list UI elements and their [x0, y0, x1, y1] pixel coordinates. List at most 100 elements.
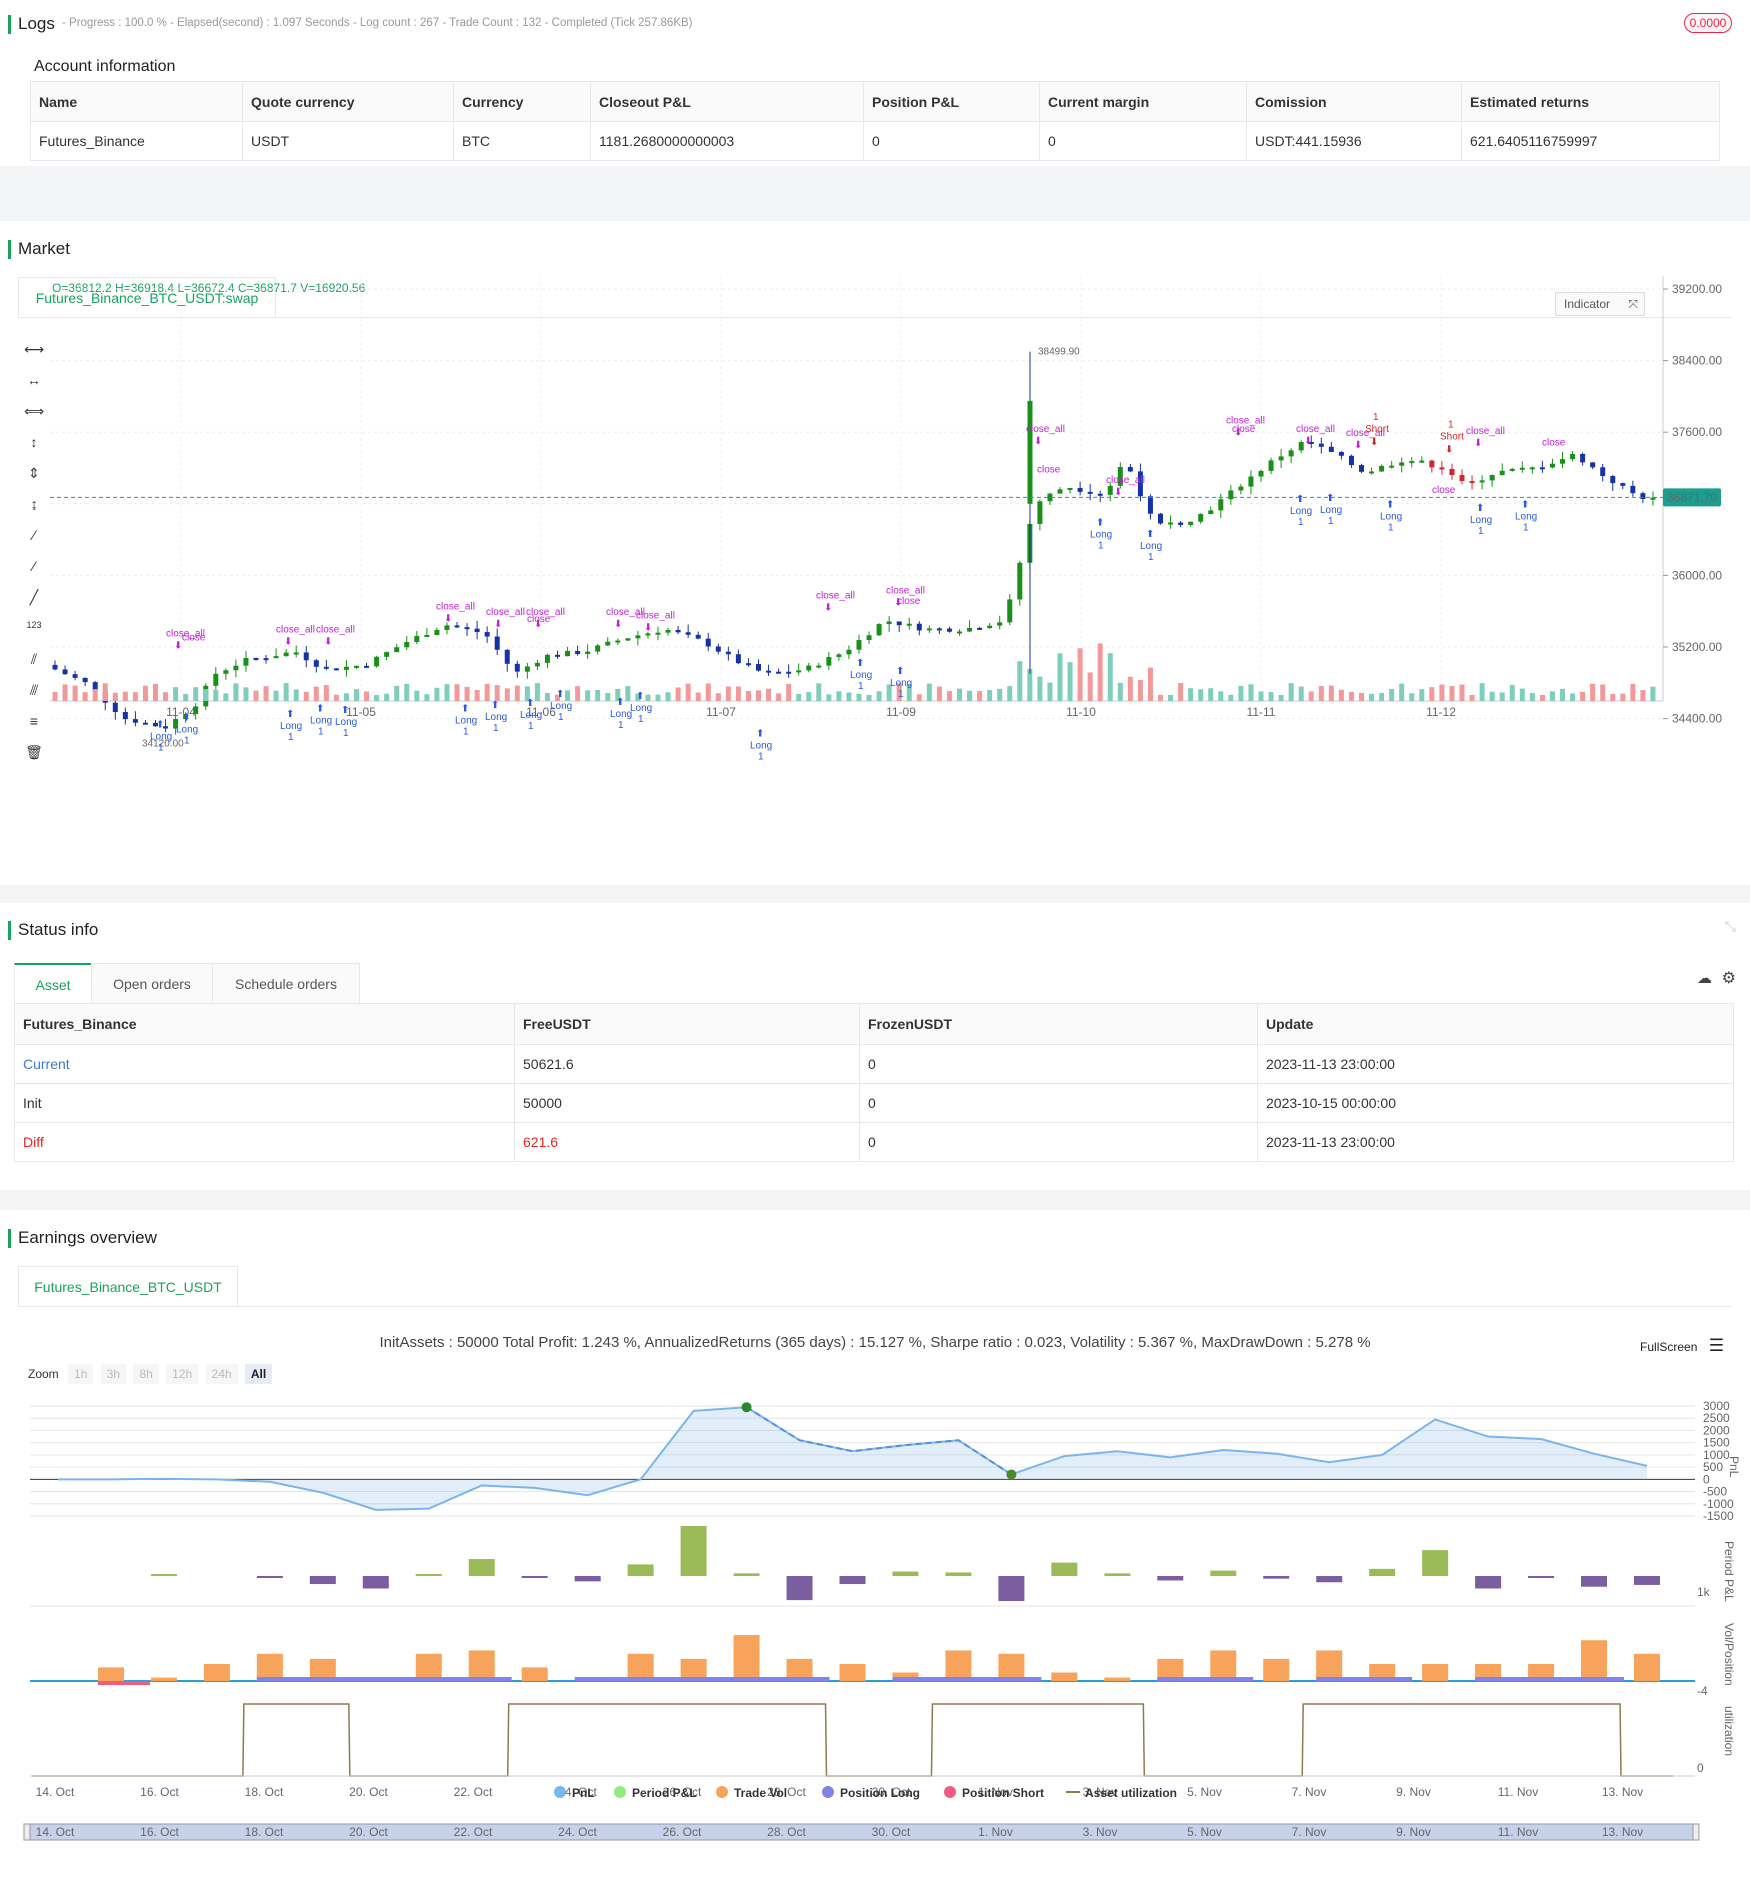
util-axis-title: utilization — [1722, 1706, 1736, 1756]
horizontal-ray-tool-icon[interactable]: ↔ — [27, 372, 41, 388]
min-point-marker — [1006, 1469, 1017, 1480]
close-arrow-icon: ⬇ — [614, 619, 622, 630]
parallel-channel-tool-icon[interactable]: ⫽ — [30, 651, 38, 667]
candle — [796, 670, 802, 673]
collapse-icon[interactable]: ⤡ — [1724, 918, 1736, 934]
vertical-ray-tool-icon[interactable]: ↨ — [30, 496, 38, 512]
zoom-12h-button[interactable]: 12h — [166, 1364, 199, 1384]
navigator-handle-right[interactable] — [1692, 1823, 1700, 1841]
volume-bar — [193, 687, 199, 701]
legend-item-label: PnL — [572, 1786, 595, 1800]
candle — [745, 663, 751, 666]
zoom-24h-button[interactable]: 24h — [205, 1364, 238, 1384]
trash-icon[interactable]: 🗑 — [25, 744, 43, 760]
max-point-marker — [741, 1402, 752, 1413]
close-all-marker-label: close_all — [1346, 428, 1385, 439]
volume-bar — [936, 686, 942, 701]
tab-underline — [18, 317, 1732, 318]
legend-swatch[interactable] — [716, 1786, 728, 1798]
marker-qty-label: 1 — [1328, 516, 1334, 527]
tab-open-orders[interactable]: Open orders — [91, 963, 213, 1003]
volume-bar — [434, 687, 440, 701]
volume-bar — [555, 694, 560, 701]
zoom-8h-button[interactable]: 8h — [133, 1364, 159, 1384]
zoom-all-button[interactable]: All — [244, 1364, 273, 1384]
tab-schedule-orders[interactable]: Schedule orders — [212, 963, 360, 1003]
trend-line-tool-icon[interactable]: ⁄ — [32, 527, 36, 543]
zoom-3h-button[interactable]: 3h — [100, 1364, 127, 1384]
volume-bar — [1369, 693, 1375, 701]
candle — [645, 633, 651, 636]
legend-swatch[interactable] — [822, 1786, 834, 1798]
zoom-bar: Zoom 1h 3h 8h 12h 24h All — [28, 1364, 273, 1384]
marker-qty-label: 1 — [343, 728, 349, 739]
indicator-label: Indicator — [1564, 297, 1611, 311]
long-arrow-icon: ⬆ — [896, 666, 904, 677]
candle — [1650, 497, 1656, 500]
legend-item-label: Position Long — [840, 1786, 920, 1800]
volume-bar — [283, 683, 289, 701]
horizontal-lines-tool-icon[interactable]: ≡ — [29, 713, 39, 729]
close-arrow-icon: ⬇ — [894, 597, 902, 608]
period-pnl-bar — [839, 1576, 866, 1585]
candle — [1549, 463, 1555, 468]
pnl-tick-label: 0 — [1703, 1472, 1710, 1486]
fib-tool-icon[interactable]: ⫻ — [29, 682, 39, 698]
volume-bar — [645, 694, 651, 701]
ray-line-tool-icon[interactable]: ∕ — [32, 558, 36, 574]
legend-swatch[interactable] — [944, 1786, 956, 1798]
long-marker-label: Long — [520, 710, 542, 721]
tab-earnings-symbol[interactable]: Futures_Binance_BTC_USDT — [18, 1266, 238, 1306]
cell-free: 50000 — [514, 1083, 860, 1123]
horizontal-line-tool-icon[interactable]: ⟷ — [24, 341, 45, 357]
candle — [565, 650, 571, 657]
menu-icon[interactable]: ☰ — [1708, 1336, 1724, 1355]
extended-line-tool-icon[interactable]: ⟺ — [24, 403, 45, 419]
date-tick-label: 3. Nov — [1083, 1785, 1118, 1799]
indicator-button[interactable]: Indicator ⤧ — [1555, 292, 1645, 316]
segment-tool-icon[interactable]: ╱ — [29, 589, 39, 605]
price-tick-label: 36000.00 — [1672, 568, 1722, 582]
candle — [484, 632, 490, 637]
candle — [374, 656, 380, 667]
fullscreen-button[interactable]: FullScreen ☰ — [1640, 1336, 1724, 1356]
marker-qty-label: 1 — [1448, 419, 1454, 430]
navigator-date-label: 1. Nov — [978, 1825, 1013, 1839]
candle — [1600, 467, 1606, 477]
tab-asset[interactable]: Asset — [14, 963, 92, 1003]
date-tick-label: 9. Nov — [1396, 1785, 1431, 1799]
navigator-date-label: 11. Nov — [1498, 1825, 1538, 1839]
volume-bar — [52, 692, 58, 701]
volume-bar — [243, 687, 249, 701]
marker-qty-label: 1 — [1388, 522, 1394, 533]
candle — [1027, 400, 1033, 504]
volume-bar — [1640, 690, 1646, 701]
candle — [1590, 462, 1596, 468]
trade-vol-bar — [892, 1672, 919, 1681]
expand-icon[interactable]: ⤧ — [1628, 297, 1638, 311]
trade-vol-bar — [521, 1667, 548, 1681]
volume-bar — [1359, 692, 1364, 701]
legend-swatch[interactable] — [614, 1786, 626, 1798]
volume-bar — [524, 686, 530, 701]
tab-market-symbol[interactable]: Futures_Binance_BTC_USDT:swap — [18, 277, 276, 317]
close-arrow-icon: ⬇ — [174, 640, 182, 651]
pnl-tick-label: 500 — [1703, 1460, 1723, 1474]
candle — [142, 722, 148, 725]
volume-bar — [1499, 692, 1505, 701]
date-tick-label: 11-04 — [166, 705, 196, 719]
volume-bar — [213, 689, 219, 701]
volume-bar — [1268, 692, 1274, 701]
header-position-pnl: Position P&L — [863, 81, 1040, 122]
price-label-tool-icon[interactable]: 123 — [26, 620, 42, 630]
volume-bar — [1580, 691, 1586, 701]
vertical-segment-tool-icon[interactable]: ⇕ — [28, 465, 40, 481]
period-pnl-bar — [1210, 1570, 1237, 1576]
cloud-upload-icon[interactable]: ☁ — [1697, 970, 1712, 987]
vertical-line-tool-icon[interactable]: ↕ — [30, 434, 38, 450]
zoom-1h-button[interactable]: 1h — [68, 1364, 94, 1384]
long-arrow-icon: ⬆ — [526, 698, 534, 709]
gear-icon[interactable]: ⚙ — [1721, 970, 1736, 987]
legend-swatch[interactable] — [554, 1786, 566, 1798]
navigator-handle-left[interactable] — [23, 1823, 31, 1841]
